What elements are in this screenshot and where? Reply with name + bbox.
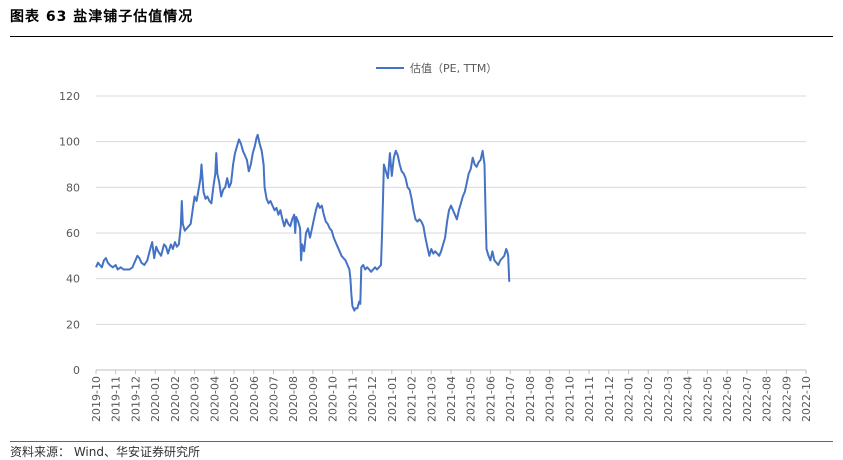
x-tick-label: 2022-03 [662, 376, 675, 422]
y-tick-label: 120 [59, 90, 80, 103]
x-tick-label: 2022-08 [761, 376, 774, 422]
x-tick-label: 2021-04 [445, 376, 458, 422]
x-tick-label: 2020-06 [248, 376, 261, 422]
y-axis-ticks: 0 20 40 60 80 100 120 [59, 90, 80, 377]
x-tick-label: 2022-09 [780, 376, 793, 422]
x-tick-label: 2021-02 [406, 376, 419, 422]
x-tick-label: 2021-11 [583, 376, 596, 422]
x-tick-label: 2019-10 [90, 376, 103, 422]
x-tick-label: 2020-03 [189, 376, 202, 422]
x-tick-label: 2020-12 [366, 376, 379, 422]
x-tick-label: 2021-01 [386, 376, 399, 422]
x-axis-ticks: 2019-10 2019-11 2019-12 2020-01 2020-02 2020-… [90, 370, 813, 422]
x-tick-label: 2019-11 [110, 376, 123, 422]
series-line-pe [95, 133, 511, 312]
y-tick-label: 60 [66, 227, 80, 240]
x-tick-label: 2022-10 [800, 376, 813, 422]
x-tick-label: 2022-07 [741, 376, 754, 422]
x-tick-label: 2021-05 [465, 376, 478, 422]
x-tick-label: 2020-01 [149, 376, 162, 422]
x-tick-label: 2020-09 [307, 376, 320, 422]
x-tick-label: 2020-02 [169, 376, 182, 422]
y-tick-label: 20 [66, 318, 80, 331]
y-tick-label: 100 [59, 136, 80, 149]
x-tick-label: 2021-07 [504, 376, 517, 422]
x-tick-label: 2022-01 [623, 376, 636, 422]
x-tick-label: 2021-10 [563, 376, 576, 422]
legend-label: 估值（PE, TTM） [410, 62, 497, 75]
y-tick-label: 0 [73, 364, 80, 377]
x-tick-label: 2020-04 [208, 376, 221, 422]
chart-title: 图表 63 盐津铺子估值情况 [10, 9, 194, 25]
x-tick-label: 2021-03 [425, 376, 438, 422]
x-tick-label: 2020-07 [268, 376, 281, 422]
x-tick-label: 2020-10 [327, 376, 340, 422]
source-divider [10, 441, 833, 442]
legend: 估值（PE, TTM） [376, 62, 497, 75]
x-tick-label: 2020-05 [228, 376, 241, 422]
title-divider [10, 36, 833, 37]
x-tick-label: 2021-08 [524, 376, 537, 422]
x-tick-label: 2022-02 [642, 376, 655, 422]
x-tick-label: 2019-12 [129, 376, 142, 422]
x-tick-label: 2022-04 [682, 376, 695, 422]
x-tick-label: 2022-06 [721, 376, 734, 422]
source-note: 资料来源： Wind、华安证券研究所 [10, 445, 200, 459]
x-tick-label: 2020-11 [346, 376, 359, 422]
x-tick-label: 2022-05 [701, 376, 714, 422]
x-tick-label: 2021-12 [603, 376, 616, 422]
y-tick-label: 80 [66, 181, 80, 194]
y-tick-label: 40 [66, 273, 80, 286]
x-tick-label: 2021-06 [484, 376, 497, 422]
grid-lines [96, 95, 806, 371]
x-tick-label: 2021-09 [544, 376, 557, 422]
x-tick-label: 2020-08 [287, 376, 300, 422]
pe-line-chart: 0 20 40 60 80 100 120 2019-10 2019-11 2019-12 202… [59, 62, 813, 422]
